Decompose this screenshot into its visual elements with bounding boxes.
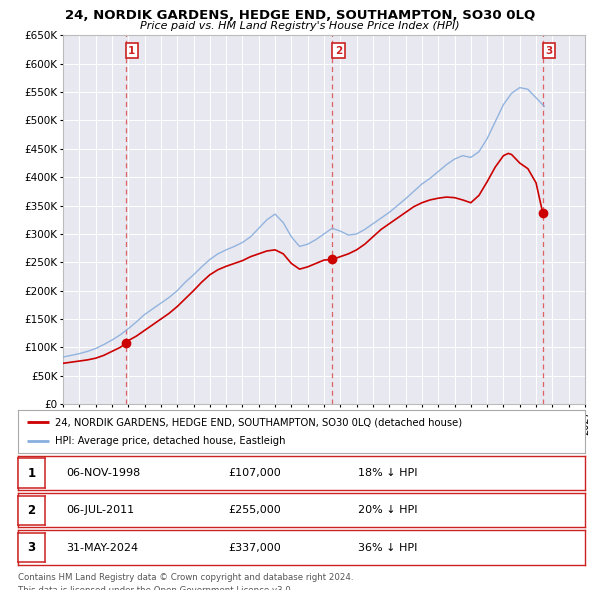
Text: £337,000: £337,000 bbox=[228, 543, 281, 552]
Text: 1: 1 bbox=[28, 467, 35, 480]
Text: 36% ↓ HPI: 36% ↓ HPI bbox=[358, 543, 418, 552]
Text: 3: 3 bbox=[545, 45, 553, 55]
Text: This data is licensed under the Open Government Licence v3.0.: This data is licensed under the Open Gov… bbox=[18, 586, 293, 590]
Text: 31-MAY-2024: 31-MAY-2024 bbox=[66, 543, 139, 552]
Text: 24, NORDIK GARDENS, HEDGE END, SOUTHAMPTON, SO30 0LQ: 24, NORDIK GARDENS, HEDGE END, SOUTHAMPT… bbox=[65, 9, 535, 22]
Text: 1: 1 bbox=[128, 45, 136, 55]
Text: £255,000: £255,000 bbox=[228, 506, 281, 515]
Text: 3: 3 bbox=[28, 541, 35, 554]
Text: 06-JUL-2011: 06-JUL-2011 bbox=[66, 506, 134, 515]
Text: 2: 2 bbox=[335, 45, 342, 55]
Text: 06-NOV-1998: 06-NOV-1998 bbox=[66, 468, 140, 478]
Text: HPI: Average price, detached house, Eastleigh: HPI: Average price, detached house, East… bbox=[55, 436, 286, 446]
Text: 20% ↓ HPI: 20% ↓ HPI bbox=[358, 506, 418, 515]
Text: 18% ↓ HPI: 18% ↓ HPI bbox=[358, 468, 418, 478]
Text: Contains HM Land Registry data © Crown copyright and database right 2024.: Contains HM Land Registry data © Crown c… bbox=[18, 573, 353, 582]
Text: Price paid vs. HM Land Registry's House Price Index (HPI): Price paid vs. HM Land Registry's House … bbox=[140, 21, 460, 31]
Text: £107,000: £107,000 bbox=[228, 468, 281, 478]
Text: 2: 2 bbox=[28, 504, 35, 517]
Text: 24, NORDIK GARDENS, HEDGE END, SOUTHAMPTON, SO30 0LQ (detached house): 24, NORDIK GARDENS, HEDGE END, SOUTHAMPT… bbox=[55, 417, 462, 427]
